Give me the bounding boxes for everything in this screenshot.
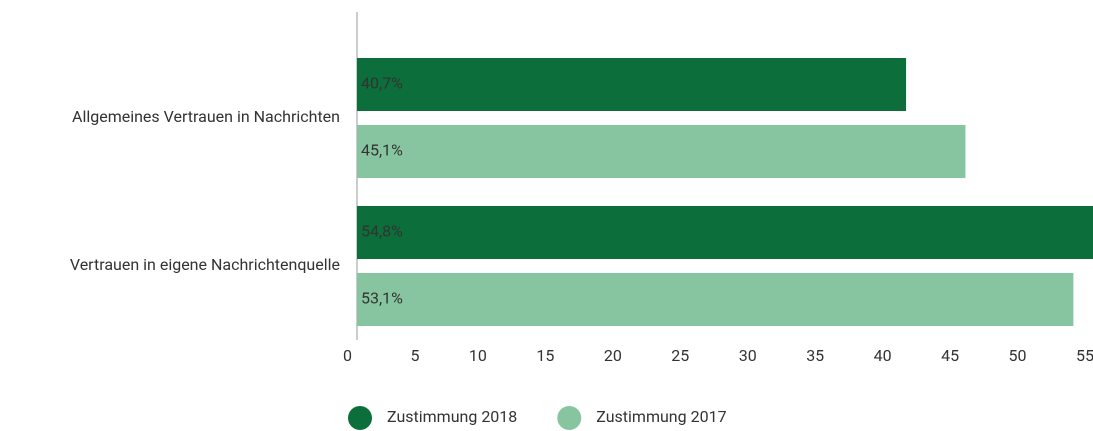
x-tick-label: 30	[739, 346, 757, 365]
x-tick-label: 35	[806, 346, 824, 365]
category-label: Vertrauen in eigene Nachrichtenquelle	[70, 255, 340, 274]
value-label: 40,7%	[361, 74, 403, 93]
bar	[357, 125, 966, 178]
value-label: 53,1%	[361, 289, 403, 308]
legend-swatch	[348, 406, 372, 430]
value-label: 45,1%	[361, 141, 403, 160]
x-tick-label: 55	[1076, 346, 1093, 365]
category-label: Allgemeines Vertrauen in Nachrichten	[72, 107, 340, 126]
x-tick-label: 10	[469, 346, 487, 365]
x-tick-label: 50	[1009, 346, 1027, 365]
x-tick-label: 15	[536, 346, 554, 365]
legend-swatch	[557, 406, 582, 430]
bar	[357, 273, 1074, 326]
x-tick-label: 0	[343, 346, 352, 365]
x-tick-label: 20	[604, 346, 622, 365]
bar	[357, 206, 1093, 259]
x-tick-label: 5	[410, 346, 419, 365]
x-tick-label: 40	[874, 346, 892, 365]
value-label: 54,8%	[361, 222, 403, 241]
legend-label: Zustimmung 2018	[387, 407, 517, 426]
legend-label: Zustimmung 2017	[596, 407, 726, 426]
x-tick-label: 45	[941, 346, 959, 365]
x-tick-label: 25	[671, 346, 689, 365]
bar	[357, 58, 907, 111]
